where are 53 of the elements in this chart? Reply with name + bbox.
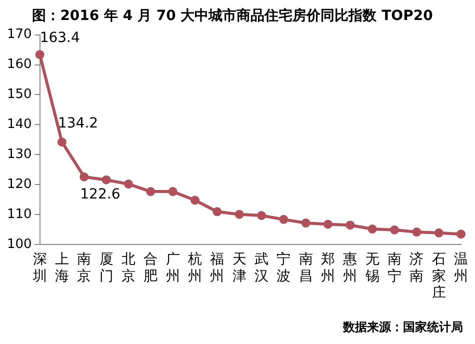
x-tick-label: 温州 [454,252,468,284]
x-tick-label: 合肥 [144,252,158,284]
point [256,211,266,220]
data-label: 134.2 [58,116,98,132]
y-tick-label: 140 [6,117,32,132]
point [102,175,111,184]
point [390,225,399,234]
chart-title: 图：2016 年 4 月 70 大中城市商品住宅房价同比指数 TOP20 [32,7,434,24]
source-note: 数据来源：国家统计局 [342,320,463,334]
y-tick-label: 160 [6,57,32,72]
y-tick-label: 130 [6,147,32,162]
x-tick-label: 南宁 [387,252,402,284]
x-tick-label: 天津 [232,252,246,284]
x-tick-label: 福州 [210,252,224,284]
x-tick-label: 石家庄 [432,252,446,302]
x-tick-label: 南昌 [298,252,313,284]
x-tick-label: 杭州 [186,252,202,284]
x-tick-label: 广州 [166,252,180,284]
y-tick-label: 150 [6,87,32,102]
x-tick-label: 惠州 [342,252,358,284]
point [212,207,222,216]
point [346,220,355,230]
x-tick-label: 宁波 [276,252,291,284]
x-tick-label: 郑州 [320,252,335,284]
point [456,230,466,239]
x-tick-label: 无锡 [364,252,380,284]
point [323,220,332,229]
point [146,187,156,196]
y-tick-label: 170 [6,27,32,42]
point [234,210,244,219]
point [301,218,310,228]
x-tick-label: 上海 [54,252,69,284]
x-tick-label: 北京 [121,252,136,284]
point [168,187,178,196]
point [57,138,66,147]
point [279,214,288,224]
point [368,224,377,234]
y-tick-label: 120 [6,177,32,192]
y-tick-label: 110 [6,207,32,222]
x-tick-label: 武汉 [254,252,268,284]
x-tick-label: 厦门 [99,252,114,284]
x-tick-label: 深圳 [32,252,47,284]
x-tick-label: 济南 [410,252,424,284]
point [35,50,44,60]
point [412,228,422,237]
x-tick-label: 南京 [77,252,92,284]
point [124,180,133,189]
data-label: 122.6 [80,186,120,203]
data-label: 163.4 [40,30,80,46]
point [190,196,200,205]
point [80,172,89,182]
point [434,228,444,238]
y-tick-label: 100 [6,236,32,252]
